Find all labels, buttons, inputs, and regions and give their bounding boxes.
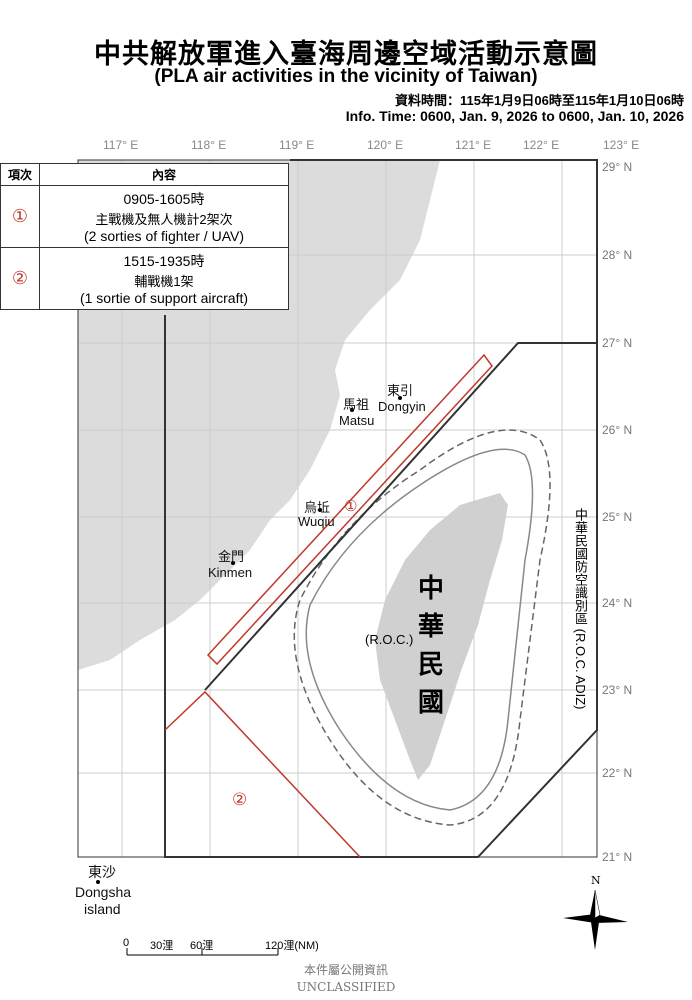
wuqiu-en: Wuqiu (298, 514, 335, 529)
matsu-en: Matsu (339, 413, 375, 428)
classification: 本件屬公開資訊 UNCLASSIFIED (0, 962, 692, 996)
lat-label: 28° N (602, 248, 633, 262)
adiz-label: 中華民國防空識別區 (R.O.C. ADIZ) (573, 508, 588, 710)
page-subtitle: (PLA air activities in the vicinity of T… (154, 66, 538, 87)
scale-label: 120浬(NM) (265, 940, 319, 952)
scale-label: 30浬 (150, 940, 174, 952)
dongsha-zh: 東沙 (88, 864, 116, 880)
activity-zone-1 (206, 353, 493, 666)
classification-zh: 本件屬公開資訊 (303, 963, 388, 977)
lat-label: 22° N (602, 766, 633, 780)
buffer-dashed (293, 429, 551, 826)
lat-label: 25° N (602, 510, 633, 524)
lon-label: 122° E (523, 138, 560, 152)
info-time-zh: 資料時間：115年1月9日06時至115年1月10日06時 (394, 93, 684, 108)
roc-zh: 中華民國 (418, 574, 445, 718)
lat-label: 26° N (602, 423, 633, 437)
lon-label: 117° E (103, 138, 139, 152)
kinmen-zh: 金門 (218, 549, 245, 564)
roc-en: (R.O.C.) (365, 632, 414, 647)
legend-time: 1515-1935時 (123, 253, 205, 269)
kinmen-en: Kinmen (208, 565, 253, 580)
lon-label: 119° E (279, 138, 315, 152)
classification-en: UNCLASSIFIED (296, 980, 396, 994)
place-dots (96, 396, 402, 884)
activity-zone-2 (164, 690, 361, 858)
lon-label: 118° E (191, 138, 227, 152)
lon-label: 121° E (455, 138, 492, 152)
legend-desc-zh: 主戰機及無人機計2架次 (95, 212, 233, 227)
lat-label: 24° N (602, 596, 633, 610)
lat-label: 23° N (602, 683, 633, 697)
scale-label: 60浬 (190, 940, 214, 952)
taiwan-island (375, 493, 508, 780)
buffer-solid (305, 448, 534, 811)
wuqiu-zh: 烏坵 (304, 500, 331, 515)
legend-table: 項次 內容 ① 0905-1605時主戰機及無人機計2架次 (2 sorties o… (0, 163, 289, 310)
dongsha-en-2: island (84, 901, 121, 917)
dongyin-zh: 東引 (387, 383, 414, 398)
scale-bar (126, 948, 279, 956)
dongsha-en: Dongsha (75, 884, 132, 900)
info-time-en: Info. Time: 0600, Jan. 9, 2026 to 0600, … (345, 108, 684, 124)
lat-label: 21° N (602, 850, 633, 864)
scale-label: 0 (123, 937, 130, 949)
page-title: 中共解放軍進入臺海周邊空域活動示意圖 (94, 39, 598, 70)
zone-marker-2: ② (232, 790, 248, 809)
zone-marker-1: ① (344, 498, 358, 515)
legend-desc-zh: 輔戰機1架 (134, 274, 194, 289)
matsu-zh: 馬祖 (343, 397, 370, 412)
lon-label: 120° E (367, 138, 404, 152)
dongyin-en: Dongyin (378, 399, 426, 414)
lat-label: 27° N (602, 336, 633, 350)
lat-label: 29° N (602, 160, 633, 174)
legend-time: 0905-1605時 (123, 191, 205, 207)
north-label: N (591, 874, 601, 887)
compass-rose (563, 889, 628, 950)
legend-header-item: 項次 (0, 163, 40, 186)
legend-header-content: 內容 (39, 163, 289, 186)
legend-marker: ② (0, 247, 40, 310)
lon-label: 123° E (603, 138, 640, 152)
legend-marker: ① (0, 185, 40, 248)
legend-desc-en: (2 sorties of fighter / UAV) (83, 228, 244, 244)
legend-desc-en: (1 sortie of support aircraft) (79, 290, 249, 306)
